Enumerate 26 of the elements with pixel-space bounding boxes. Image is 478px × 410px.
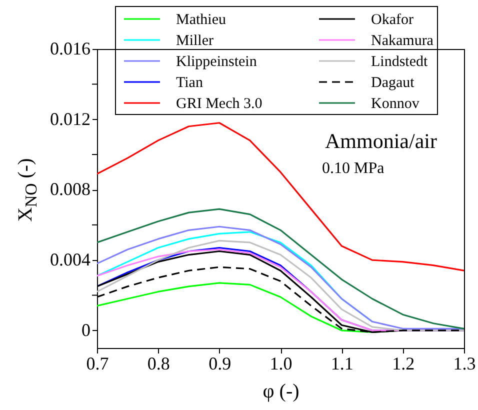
y-tick-label: 0.016: [50, 38, 90, 58]
legend-label: Okafor: [371, 12, 414, 28]
legend-label: Miller: [176, 33, 214, 49]
x-axis-title: φ (-): [262, 380, 300, 402]
annotation: Ammonia/air: [325, 129, 437, 153]
legend-label: Klippeinstein: [176, 54, 258, 70]
y-tick-label: 0.012: [50, 108, 90, 129]
x-tick-label: 1.1: [330, 354, 354, 374]
legend-label: Tian: [176, 75, 204, 91]
x-tick-label: 0.8: [147, 354, 170, 374]
x-tick-label: 1.0: [270, 354, 292, 374]
legend-label: Lindstedt: [371, 54, 428, 70]
y-tick-label: 0.008: [50, 179, 90, 200]
x-tick-label: 1.3: [453, 354, 476, 374]
x-tick-label: 0.7: [86, 354, 109, 374]
legend-label: Dagaut: [371, 75, 416, 91]
legend-label: Mathieu: [176, 12, 226, 28]
y-tick-label: 0.004: [50, 250, 90, 270]
line-series: [97, 122, 464, 272]
annotation: 0.10 MPa: [322, 160, 384, 177]
legend-label: Nakamura: [371, 33, 434, 49]
x-tick-label: 1.2: [392, 354, 415, 374]
x-tick-label: 0.9: [208, 354, 232, 374]
legend-label: GRI Mech 3.0: [176, 96, 262, 112]
legend-label: Konnov: [371, 96, 420, 112]
y-tick-label: 0: [82, 320, 90, 340]
